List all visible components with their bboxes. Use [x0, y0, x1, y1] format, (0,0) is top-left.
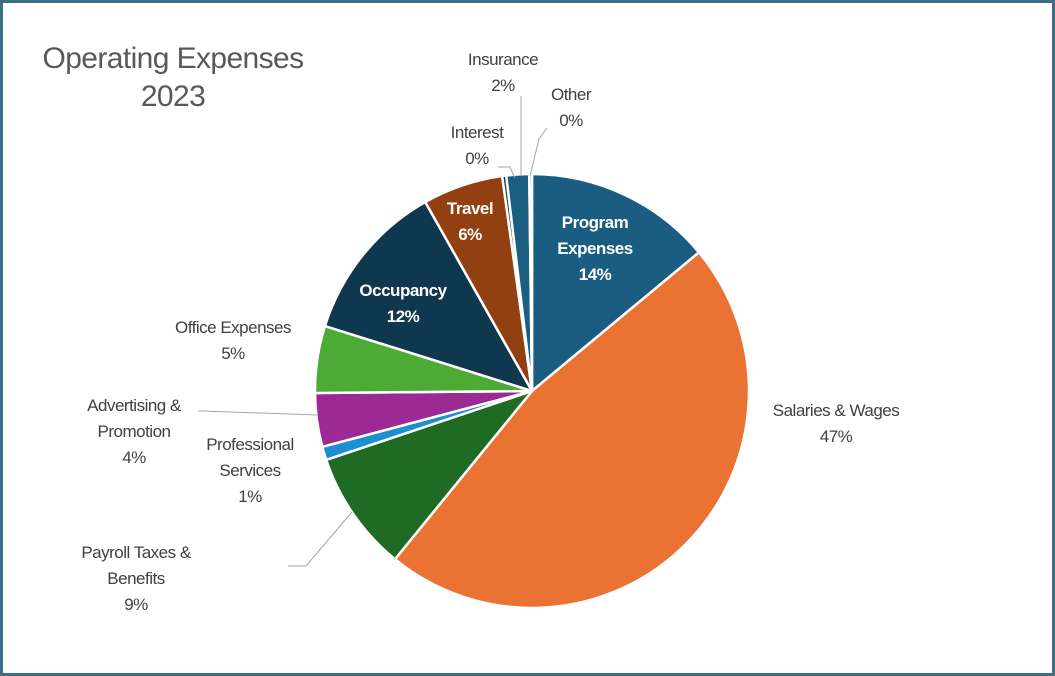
chart-title: Operating Expenses	[42, 42, 304, 75]
slice-name-label: Professional	[206, 435, 294, 454]
slice-label-insurance: Insurance 2%	[468, 50, 538, 95]
slice-name-label: Salaries & Wages	[773, 401, 899, 420]
slice-name-label: Other	[551, 85, 592, 104]
leader-line-interest	[498, 166, 516, 179]
slice-value-label: 14%	[579, 265, 612, 284]
slice-label-salaries-and-wages: Salaries & Wages 47%	[773, 401, 899, 446]
pie-slice-salaries-and-wages	[393, 251, 751, 610]
slice-value-label: 0%	[465, 149, 489, 168]
slice-value-label: 1%	[238, 487, 262, 506]
pie-slice-program-expenses	[530, 172, 701, 393]
leader-line-advertising-and-promotion	[198, 410, 319, 416]
slice-name-label: Travel	[447, 199, 493, 218]
leader-line-payroll-taxes-and-benefits	[288, 511, 353, 567]
slice-value-label: 5%	[221, 344, 245, 363]
slice-name-label: Services	[219, 461, 280, 480]
slice-name-label: Expenses	[557, 239, 632, 258]
slice-value-label: 47%	[820, 427, 853, 446]
slice-name-label: Payroll Taxes &	[81, 543, 192, 562]
slice-name-label: Benefits	[107, 569, 164, 588]
pie-slice-occupancy	[323, 200, 534, 393]
slice-value-label: 9%	[124, 595, 148, 614]
slice-value-label: 4%	[122, 448, 146, 467]
slice-label-program-expenses: Program Expenses 14%	[557, 213, 632, 284]
slice-label-travel: Travel 6%	[447, 199, 493, 244]
slice-name-label: Insurance	[468, 50, 538, 69]
slice-value-label: 12%	[387, 307, 420, 326]
slice-value-label: 0%	[559, 111, 583, 130]
slice-label-office-expenses: Office Expenses 5%	[175, 318, 291, 363]
slice-label-payroll-taxes-and-benefits: Payroll Taxes & Benefits 9%	[81, 543, 192, 614]
slice-label-interest: Interest 0%	[451, 123, 504, 168]
slice-label-advertising-and-promotion: Advertising & Promotion 4%	[87, 396, 182, 467]
chart-title-block: Operating Expenses 2023	[28, 40, 318, 116]
pie-slice-payroll-taxes-and-benefits	[324, 389, 534, 561]
slice-label-professional-services: Professional Services 1%	[206, 435, 294, 506]
slice-name-label: Promotion	[98, 422, 171, 441]
slice-name-label: Interest	[451, 123, 504, 142]
leader-line-other	[529, 127, 548, 177]
slice-value-label: 2%	[491, 76, 515, 95]
slice-name-label: Occupancy	[359, 281, 447, 300]
slice-name-label: Office Expenses	[175, 318, 291, 337]
slice-label-occupancy: Occupancy 12%	[359, 281, 447, 326]
slice-name-label: Program	[562, 213, 629, 232]
slice-value-label: 6%	[458, 225, 482, 244]
chart-subtitle: 2023	[140, 80, 206, 113]
slice-name-label: Advertising &	[87, 396, 182, 415]
slice-label-other: Other 0%	[551, 85, 592, 130]
